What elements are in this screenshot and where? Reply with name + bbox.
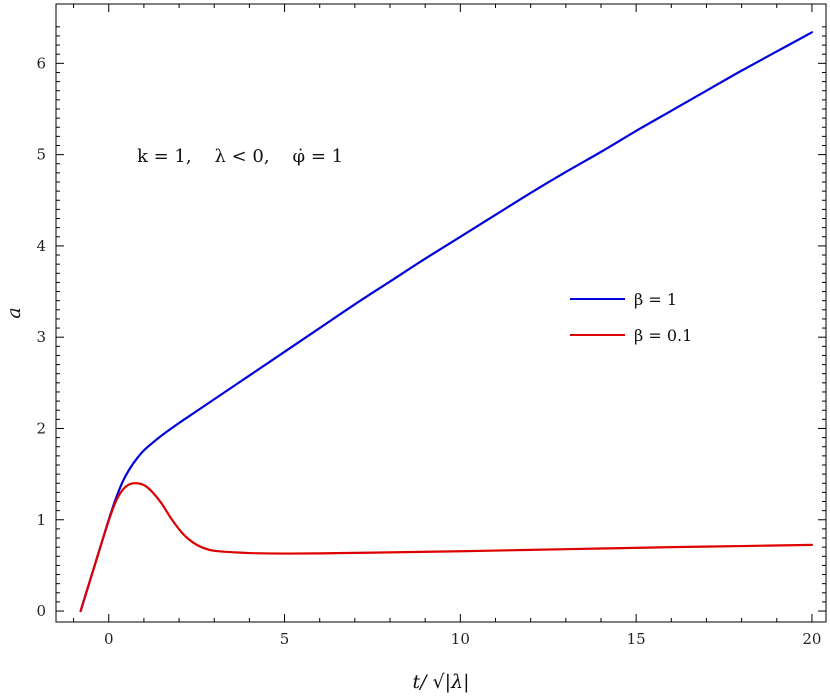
x-tick-label-5: 5 [280,630,290,648]
tick-labels: 0 5 10 15 20 0 1 2 3 4 5 6 [36,54,821,648]
x-tick-label-15: 15 [627,630,646,648]
y-tick-label-3: 3 [36,328,46,346]
axis-ticks [56,4,826,622]
y-tick-label-5: 5 [36,146,46,164]
plot-frame [55,3,827,623]
y-axis-label: a [3,307,25,318]
series-layer [79,31,814,613]
y-tick-label-6: 6 [36,54,46,72]
x-tick-label-0: 0 [104,630,114,648]
legend: β = 1 β = 0.1 [570,290,692,345]
legend-label-beta-0-1: β = 0.1 [634,326,692,345]
y-tick-label-1: 1 [36,511,46,529]
y-tick-label-2: 2 [36,419,46,437]
series-line-0 [79,31,814,613]
legend-label-beta-1: β = 1 [634,290,677,309]
x-tick-label-10: 10 [451,630,470,648]
y-tick-label-4: 4 [36,237,46,255]
y-tick-label-0: 0 [36,602,46,620]
series-line-1 [79,482,814,613]
x-tick-label-20: 20 [802,630,821,648]
parameter-annotation: k = 1, λ < 0, φ̇ = 1 [137,146,343,167]
x-axis-label: t/ √|λ| [412,671,469,693]
